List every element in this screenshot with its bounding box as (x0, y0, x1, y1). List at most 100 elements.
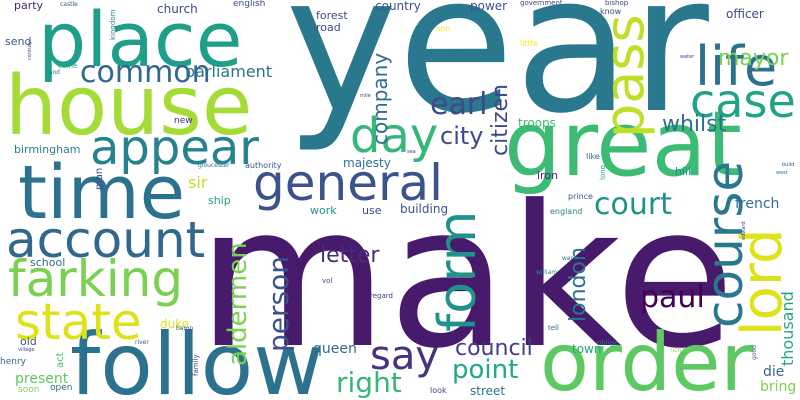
word-earl: earl (430, 87, 488, 122)
word-parliament: parliament (185, 62, 273, 81)
word-point: point (452, 355, 519, 385)
word-aldermen: aldermen (223, 242, 253, 366)
word-work: work (310, 204, 337, 217)
word-party: party (14, 0, 44, 12)
word-farking: farking (8, 250, 184, 308)
word-state: state (15, 293, 142, 351)
word-time: time (18, 150, 186, 236)
word-present: present (15, 371, 69, 387)
word-sea: sea (407, 149, 416, 155)
word-birmingham: birmingham (14, 143, 81, 156)
word-little: little (520, 39, 538, 48)
word-house: house (5, 59, 253, 154)
word-officer: officer (726, 7, 764, 21)
word-mile: mile (360, 93, 371, 99)
word-authority: authority (245, 161, 282, 170)
word-england: england (550, 207, 583, 216)
word-pass: pass (593, 14, 656, 138)
word-die: die (763, 364, 785, 380)
word-power: power (470, 0, 508, 13)
word-good: good (751, 345, 758, 360)
word-richard: richard (670, 347, 692, 354)
word-william: william (536, 269, 558, 276)
word-paul: paul (640, 280, 705, 315)
word-country: country (375, 0, 421, 13)
word-day: day (350, 108, 439, 164)
word-council: council (455, 336, 533, 361)
word-citizen: citizen (488, 84, 513, 156)
word-castle: castle (60, 1, 78, 8)
word-oblige: oblige (597, 339, 619, 347)
word-church: church (157, 2, 198, 16)
word-letter: letter (320, 243, 380, 268)
word-appear: appear (90, 120, 260, 176)
word-regard: regard (370, 292, 393, 300)
word-build: build (782, 162, 795, 168)
word-gloucester: gloucester (198, 162, 230, 169)
word-french: french (735, 196, 780, 212)
word-follow: follow (70, 315, 324, 400)
word-river: river (135, 339, 149, 346)
word-edward: edward (741, 221, 747, 240)
word-year: year (285, 0, 709, 155)
word-make: make (197, 164, 736, 392)
word-act: act (55, 352, 66, 368)
word-long: long (599, 164, 607, 180)
word-english: english (233, 0, 266, 9)
word-town: town (572, 342, 602, 356)
word-company: company (368, 52, 392, 145)
word-kingdom: kingdom (109, 9, 117, 40)
word-order: order (540, 316, 754, 400)
word-hill: hill (675, 165, 692, 178)
word-general: general (253, 154, 444, 212)
word-iron: iron (537, 169, 559, 182)
word-water: water (680, 54, 695, 60)
word-government: government (520, 0, 563, 7)
word-account: account (6, 211, 206, 269)
word-building: building (400, 202, 449, 216)
word-road: road (316, 21, 341, 34)
word-forest: forest (316, 9, 348, 22)
word-man: man (94, 167, 105, 190)
word-duke: duke (160, 317, 190, 331)
word-sir: sir (188, 173, 208, 192)
word-old: old (20, 335, 37, 348)
word-village: village (18, 347, 35, 353)
word-like: like (586, 152, 600, 161)
word-open: open (50, 383, 73, 393)
word-land: land (47, 69, 60, 76)
word-place: place (38, 0, 243, 84)
word-century: century (27, 40, 33, 60)
word-majesty: majesty (343, 156, 391, 170)
word-great: great (504, 92, 742, 197)
word-court: court (594, 187, 672, 222)
word-life: life (695, 35, 778, 98)
word-right: right (336, 366, 402, 399)
word-troops: troops (518, 116, 556, 130)
word-send: send (5, 35, 32, 48)
word-street: street (470, 384, 506, 398)
word-know: know (600, 7, 622, 16)
word-form: form (428, 210, 488, 332)
word-prince: prince (568, 192, 593, 201)
word-queen: queen (313, 341, 357, 357)
word-case: case (690, 74, 796, 128)
word-say: say (370, 333, 440, 379)
word-tell: tell (548, 324, 559, 332)
word-city: city (440, 122, 484, 150)
word-ship: ship (208, 194, 231, 207)
word-family: family (192, 354, 200, 376)
word-west: west (776, 170, 788, 176)
word-new: new (174, 116, 193, 126)
word-son: son (436, 24, 451, 33)
word-thousand: thousand (778, 291, 797, 366)
word-soon: soon (18, 385, 40, 395)
word-whilst: whilst (662, 112, 727, 137)
word-look: look (430, 386, 447, 395)
word-common: common (80, 55, 211, 90)
word-baron: baron (176, 325, 194, 332)
word-war: war (562, 255, 574, 262)
word-bring: bring (760, 379, 797, 395)
word-mayor: mayor (718, 46, 789, 71)
